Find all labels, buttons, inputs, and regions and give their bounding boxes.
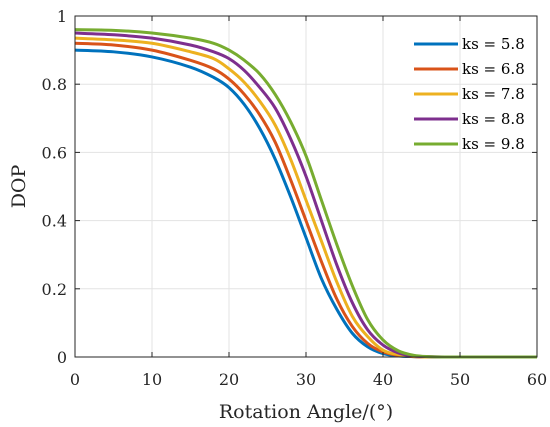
x-axis-title: Rotation Angle/(°) — [219, 401, 393, 423]
y-tick-label: 0 — [57, 348, 67, 367]
legend-label-1: ks = 5.8 — [462, 35, 525, 53]
x-tick-label: 10 — [142, 370, 162, 389]
x-tick-label: 40 — [373, 370, 393, 389]
legend-label-5: ks = 9.8 — [462, 135, 525, 153]
y-axis-title: DOP — [8, 164, 30, 208]
x-tick-label: 0 — [70, 370, 80, 389]
axis-ticks — [74, 15, 538, 358]
x-tick-label: 60 — [527, 370, 547, 389]
legend-label-3: ks = 7.8 — [462, 85, 525, 103]
legend-label-4: ks = 8.8 — [462, 110, 525, 128]
x-tick-label: 20 — [219, 370, 239, 389]
legend: ks = 5.8 ks = 6.8 ks = 7.8 ks = 8.8 ks = 9.8 — [414, 35, 525, 153]
x-tick-label: 50 — [450, 370, 470, 389]
y-tick-label: 0.4 — [42, 212, 67, 231]
legend-label-2: ks = 6.8 — [462, 60, 525, 78]
axis-tick-labels: 0 10 20 30 40 50 60 0 0.2 0.4 0.6 0.8 1 — [42, 7, 548, 389]
y-tick-label: 0.6 — [42, 143, 67, 162]
y-tick-label: 0.2 — [42, 280, 67, 299]
y-tick-label: 0.8 — [42, 75, 67, 94]
x-tick-label: 30 — [296, 370, 316, 389]
y-tick-label: 1 — [57, 7, 67, 26]
